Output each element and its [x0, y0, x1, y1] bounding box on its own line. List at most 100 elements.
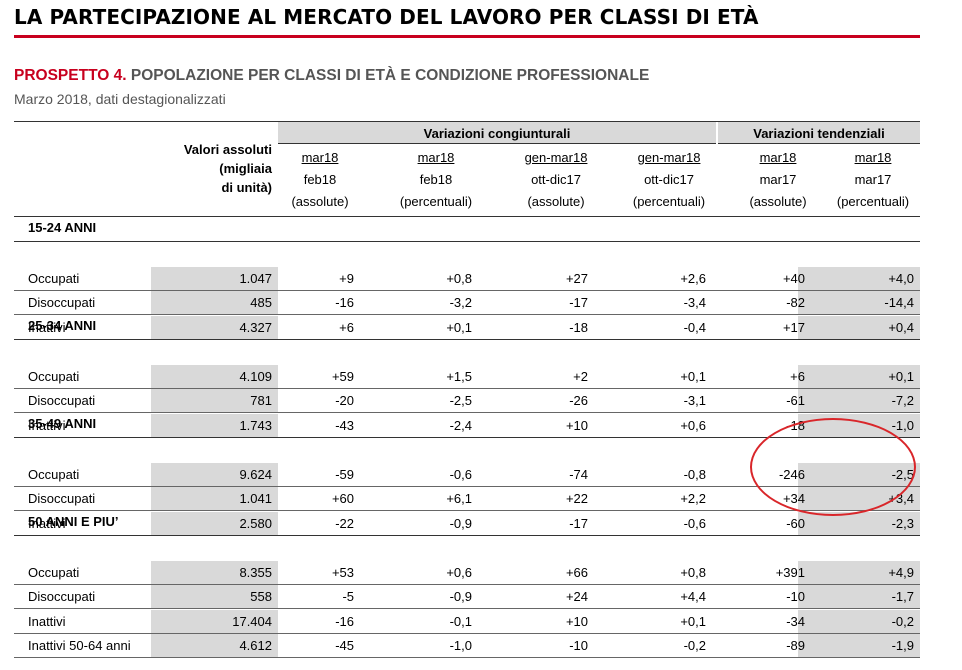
table-cell: +40: [782, 270, 805, 286]
row-rule: [14, 485, 920, 487]
table-cell: -0,2: [891, 613, 914, 629]
table-cell: -17: [569, 515, 588, 531]
table-cell: 4.612: [239, 638, 272, 653]
table-cell: +4,9: [888, 564, 914, 580]
table-cell: 1.041: [239, 491, 272, 506]
table-cell: 781: [250, 393, 272, 408]
table-cell: 2.580: [239, 515, 272, 531]
section-label: 25-34 ANNI: [28, 318, 97, 333]
table-cell: +9: [339, 270, 354, 286]
table-cell: -2,5: [449, 393, 472, 408]
column-header-bot: (assolute): [291, 194, 349, 209]
table-cell: +2,2: [680, 491, 706, 506]
table-cell: -59: [335, 466, 354, 482]
table-cell: -17: [569, 295, 588, 310]
table-cell: +0,4: [888, 319, 914, 335]
column-header-bot: (percentuali): [836, 194, 910, 209]
table-cell: -0,2: [683, 638, 706, 653]
row-label: Disoccupati: [28, 491, 96, 506]
column-header-top: gen-mar18: [637, 150, 701, 165]
table-cell: 1.743: [239, 417, 272, 433]
row-rule: [14, 510, 920, 511]
group-tendenziali: Variazioni tendenziali: [753, 126, 885, 141]
row-shade: [151, 634, 278, 657]
column-header-bot: (percentuali): [399, 194, 473, 209]
column-header-top: mar18: [301, 150, 339, 165]
column-header-bot: (assolute): [749, 194, 807, 209]
table-cell: +4,0: [888, 270, 914, 286]
table-number: PROSPETTO 4.: [14, 67, 127, 84]
table-cell: -18: [569, 319, 588, 335]
table-cell: +6: [790, 368, 805, 384]
table-cell: -45: [335, 638, 354, 653]
row-label: Inattivi: [28, 319, 66, 335]
section-label: 15-24 ANNI: [28, 220, 97, 235]
table-cell: 4.109: [239, 368, 272, 384]
section-rule: [14, 240, 920, 242]
column-header-mid: ott-dic17: [531, 172, 581, 187]
table-cell: +0,8: [446, 270, 472, 286]
row-rule: [14, 657, 920, 658]
table-cell: +0,1: [888, 368, 914, 384]
table-title: PROSPETTO 4. POPOLAZIONE PER CLASSI DI E…: [14, 67, 649, 85]
table-cell: -1,7: [891, 589, 914, 604]
table-cell: -0,9: [449, 589, 472, 604]
row-label: Disoccupati: [28, 393, 96, 408]
row-label: Inattivi 50-64 anni: [28, 638, 131, 653]
row-shade: [798, 266, 920, 290]
table-cell: -1,9: [891, 638, 914, 653]
table-date-note: Marzo 2018, dati destagionalizzati: [14, 91, 226, 107]
table-cell: -60: [786, 515, 805, 531]
group-rule: [278, 143, 920, 144]
column-header-mid: mar17: [854, 172, 892, 187]
row-label: Occupati: [28, 368, 80, 384]
table-cell: -0,1: [449, 613, 472, 629]
table-cell: -16: [335, 613, 354, 629]
column-header-top: mar18: [854, 150, 892, 165]
column-header-mid: feb18: [419, 172, 453, 187]
table-cell: +1,5: [446, 368, 472, 384]
header-shade: [278, 122, 920, 144]
table-cell: +17: [782, 319, 805, 335]
column-header-mid: ott-dic17: [644, 172, 694, 187]
row-shade: [798, 560, 920, 584]
row-rule: [14, 632, 920, 634]
row-shade: [151, 511, 278, 535]
table-cell: +6,1: [446, 491, 472, 506]
table-cell: +4,4: [680, 589, 706, 604]
row-shade: [798, 364, 920, 388]
row-rule: [14, 289, 920, 291]
row-shade: [151, 462, 278, 486]
row-label: Inattivi: [28, 613, 66, 629]
row-label: Inattivi: [28, 515, 66, 531]
title-rule: [14, 35, 920, 38]
table-cell: 1.047: [239, 270, 272, 286]
table-cell: -26: [569, 393, 588, 408]
table-cell: +0,1: [680, 613, 706, 629]
row-label: Occupati: [28, 466, 80, 482]
column-header-top: mar18: [759, 150, 797, 165]
row-shade: [151, 389, 278, 412]
table-cell: -3,4: [683, 295, 706, 310]
table-cell: -0,6: [449, 466, 472, 482]
table-cell: -20: [335, 393, 354, 408]
column-header-mid: mar17: [759, 172, 797, 187]
table-cell: -1,0: [449, 638, 472, 653]
table-cell: -3,1: [683, 393, 706, 408]
table-cell: -0,6: [683, 515, 706, 531]
table-cell: -22: [335, 515, 354, 531]
row-shade: [151, 291, 278, 314]
row-shade: [151, 266, 278, 290]
row-rule: [14, 583, 920, 585]
row-shade: [151, 609, 278, 633]
table-cell: +0,8: [680, 564, 706, 580]
row-label: Occupati: [28, 564, 80, 580]
table-cell: -7,2: [891, 393, 914, 408]
row-shade: [151, 315, 278, 339]
row-label: Occupati: [28, 270, 80, 286]
valori-header-line: di unità): [221, 180, 272, 195]
table-cell: -5: [342, 589, 354, 604]
table-cell: 4.327: [239, 319, 272, 335]
row-shade: [798, 315, 920, 339]
row-shade: [798, 389, 920, 412]
